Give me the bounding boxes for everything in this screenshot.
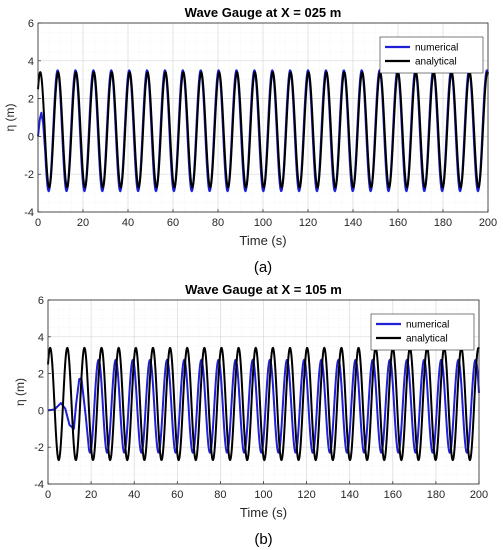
y-tick-label: -2 bbox=[24, 169, 34, 181]
x-tick-label: 20 bbox=[85, 489, 97, 501]
x-tick-label: 100 bbox=[254, 489, 272, 501]
x-tick-label: 40 bbox=[122, 217, 134, 229]
x-tick-label: 60 bbox=[167, 217, 179, 229]
series-group-b bbox=[47, 346, 480, 462]
x-tick-label: 80 bbox=[212, 217, 224, 229]
legend-a: numerical analytical bbox=[379, 36, 484, 74]
y-tick-label: 4 bbox=[38, 332, 44, 344]
legend-label-analytical-b: analytical bbox=[406, 334, 448, 345]
legend-box-a bbox=[379, 36, 484, 74]
x-tick-label: 140 bbox=[344, 217, 362, 229]
x-tick-label: 180 bbox=[427, 489, 445, 501]
x-tick-label: 200 bbox=[470, 489, 488, 501]
legend-label-numerical-a: numerical bbox=[415, 43, 458, 54]
y-tick-label: 0 bbox=[28, 131, 34, 143]
y-tick-label: -4 bbox=[34, 479, 44, 491]
x-tick-label: 0 bbox=[35, 217, 41, 229]
series-line-analytical bbox=[37, 71, 489, 189]
legend-label-analytical-a: analytical bbox=[415, 57, 457, 68]
y-tick-label: 6 bbox=[38, 295, 44, 307]
ticks-a: 0 20 40 60 80 100 120 140 160 180 200 -4 -2 0 2 4 6 bbox=[24, 18, 497, 229]
chart-title-b: Wave Gauge at X = 105 m bbox=[185, 282, 342, 297]
chart-title-a: Wave Gauge at X = 025 m bbox=[185, 5, 342, 20]
y-tick-label: -2 bbox=[34, 442, 44, 454]
y-axis-label-b: η (m) bbox=[13, 378, 27, 406]
x-tick-label: 160 bbox=[384, 489, 402, 501]
x-tick-label: 120 bbox=[299, 217, 317, 229]
x-tick-label: 160 bbox=[389, 217, 407, 229]
y-axis-label-a: η (m) bbox=[3, 104, 17, 132]
x-tick-label: 80 bbox=[214, 489, 226, 501]
y-tick-label: 0 bbox=[38, 405, 44, 417]
panel-label-a: (a) bbox=[254, 259, 272, 276]
series-group-a bbox=[37, 69, 489, 193]
x-tick-label: 0 bbox=[45, 489, 51, 501]
chart-panel-a: 0 20 40 60 80 100 120 140 160 180 200 -4 -2 0 2 4 6 Wave… bbox=[3, 5, 497, 276]
y-tick-label: 6 bbox=[28, 18, 34, 30]
x-axis-label-b: Time (s) bbox=[240, 505, 287, 520]
x-axis-label-a: Time (s) bbox=[239, 233, 286, 248]
x-tick-label: 40 bbox=[128, 489, 140, 501]
panel-label-b: (b) bbox=[254, 531, 272, 548]
legend-label-numerical-b: numerical bbox=[406, 320, 449, 331]
chart-panel-b: 0 20 40 60 80 100 120 140 160 180 200 -4 -2 0 2 4 6 Wave… bbox=[13, 282, 488, 548]
x-tick-label: 20 bbox=[77, 217, 89, 229]
x-tick-label: 200 bbox=[479, 217, 497, 229]
y-tick-label: -4 bbox=[24, 207, 34, 219]
y-tick-label: 2 bbox=[38, 369, 44, 381]
legend-b: numerical analytical bbox=[370, 313, 475, 351]
x-tick-label: 120 bbox=[297, 489, 315, 501]
y-tick-label: 4 bbox=[28, 56, 34, 68]
y-tick-label: 2 bbox=[28, 94, 34, 106]
x-tick-label: 180 bbox=[434, 217, 452, 229]
x-tick-label: 140 bbox=[341, 489, 359, 501]
ticks-b: 0 20 40 60 80 100 120 140 160 180 200 -4 -2 0 2 4 6 bbox=[34, 295, 488, 501]
legend-box-b bbox=[370, 313, 475, 351]
x-tick-label: 60 bbox=[171, 489, 183, 501]
series-line-analytical bbox=[47, 346, 480, 462]
x-tick-label: 100 bbox=[254, 217, 272, 229]
